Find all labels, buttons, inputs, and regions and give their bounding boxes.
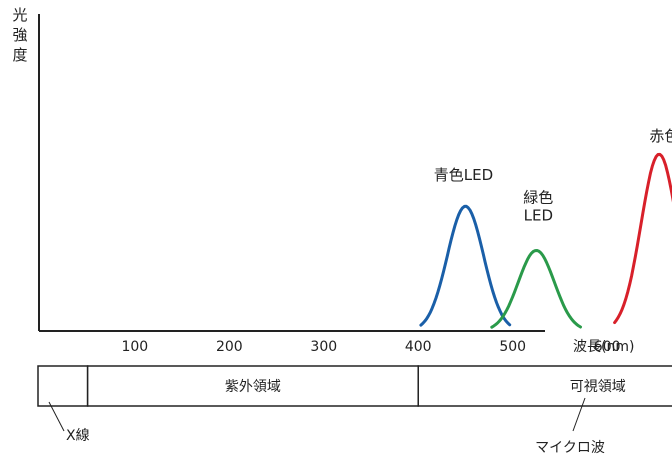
band-label: 可視領域 (570, 378, 626, 395)
x-axis-title: 波長(nm) (573, 339, 634, 355)
x-tick-label: 200 (216, 339, 243, 355)
band-cell-3 (417, 365, 672, 407)
curve-label-1: 青色LED (434, 166, 493, 184)
xray-callout-label: X線 (66, 428, 90, 444)
x-tick-label: 600 (594, 339, 621, 355)
y-axis-label-char: 度 (12, 46, 27, 64)
band-cell-1 (37, 365, 89, 407)
series-curve-1 (419, 204, 512, 327)
y-axis-label-char: 強 (12, 26, 27, 44)
band-label: 紫外領域 (225, 378, 281, 395)
x-tick-label: 100 (121, 339, 148, 355)
series-curve-2 (490, 249, 582, 329)
band-cell-2 (86, 365, 419, 407)
y-axis-label-char: 光 (12, 6, 27, 24)
microwave-callout-label: マイクロ波 (535, 440, 605, 455)
curve-label-3: 赤色LED (649, 127, 672, 145)
x-tick-label: 400 (405, 339, 432, 355)
curve-label-2: 緑色 (523, 188, 553, 206)
xray-callout-line (48, 401, 65, 432)
microwave-callout-line (572, 397, 586, 432)
x-tick-label: 500 (499, 339, 526, 355)
series-curve-3 (613, 152, 672, 325)
curve-label-2: LED (524, 206, 553, 224)
x-tick-label: 300 (310, 339, 337, 355)
